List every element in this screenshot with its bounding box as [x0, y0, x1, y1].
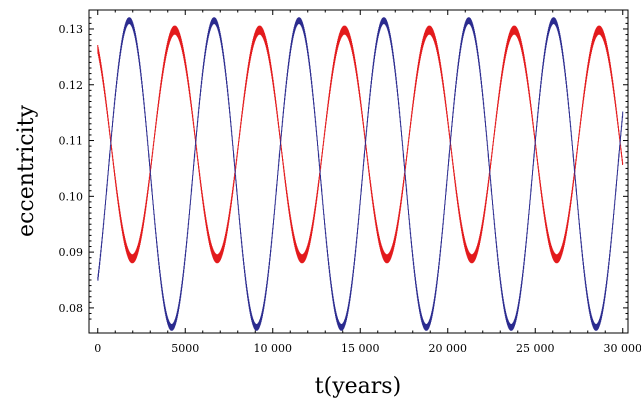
y-axis-title: eccentricity	[14, 104, 39, 236]
ticks-layer: 0 5000 10 000 15 000 20 000 25 000 30 000 0.08 0…	[59, 10, 641, 355]
x-tick-label: 10 000	[254, 342, 293, 355]
x-tick-label: 25 000	[516, 342, 555, 355]
y-tick-label: 0.09	[59, 246, 84, 259]
y-tick-label: 0.08	[59, 302, 84, 315]
x-tick-label: 0	[94, 342, 101, 355]
x-tick-label: 15 000	[341, 342, 380, 355]
y-tick-label: 0.10	[59, 190, 84, 203]
series-layer	[97, 17, 624, 331]
plot-frame	[88, 9, 629, 334]
x-tick-label: 5000	[171, 342, 199, 355]
y-tick-label: 0.13	[59, 23, 84, 36]
x-tick-label: 20 000	[429, 342, 468, 355]
x-tick-label: 30 000	[604, 342, 641, 355]
y-tick-label: 0.12	[59, 79, 84, 92]
series-2-line	[97, 17, 624, 331]
x-axis-title: t(years)	[315, 374, 401, 399]
y-tick-label: 0.11	[59, 135, 84, 148]
